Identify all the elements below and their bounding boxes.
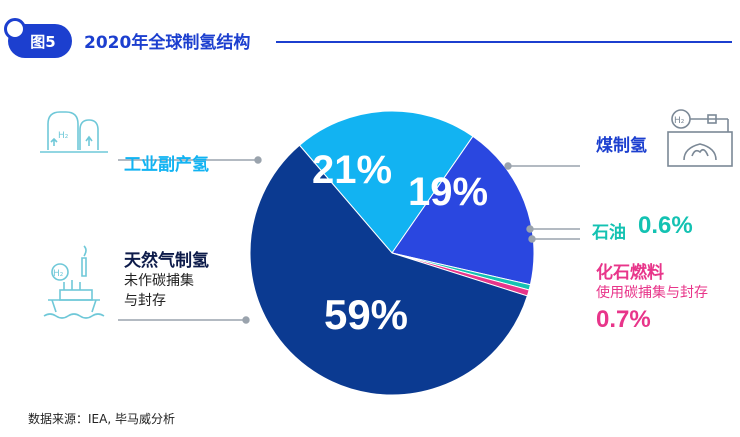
gas-platform-icon: H₂ [43,245,105,319]
leader-dot-oil [526,225,534,233]
svg-text:H₂: H₂ [674,116,685,126]
slice-label-industrial: 21% [312,148,392,192]
coal-furnace-icon: H₂ [667,109,733,167]
title-rule [276,41,732,43]
svg-text:H₂: H₂ [58,131,69,141]
source-note: 数据来源：IEA, 毕马威分析 [28,412,175,426]
label-fossil-ccs: 化石燃料 [596,263,664,283]
label-fossil-ccs-sub: 使用碳捕集与封存 [596,285,708,301]
label-oil-value: 0.6% [638,212,693,239]
figure-badge-text: 图5 [30,32,56,51]
label-fossil-ccs-value: 0.7% [596,306,651,333]
figure-badge: 图5 [8,24,72,58]
leader-dot-industrial [254,156,262,164]
svg-text:H₂: H₂ [53,269,64,279]
label-natural-gas-sub1: 未作碳捕集 [124,273,194,289]
figure-badge-ring [4,18,26,40]
pie-slice-coal [391,135,535,286]
pie-slice-natural_gas [249,144,528,396]
slice-label-coal: 19% [408,170,488,214]
industrial-tanks-icon: H₂ [40,111,108,153]
label-natural-gas: 天然气制氢 [124,251,209,271]
leader-dot-natural-gas [242,316,250,324]
label-industrial: 工业副产氢 [124,155,209,175]
slice-label-natural-gas: 59% [324,291,408,338]
label-coal: 煤制氢 [596,136,647,156]
leader-dot-fossil-ccs [528,235,536,243]
pie-slices [249,110,535,396]
chart-title: 2020年全球制氢结构 [84,33,251,53]
pie-slice-industrial [298,110,474,254]
leader-dot-coal [504,162,512,170]
label-natural-gas-sub2: 与封存 [124,293,166,309]
label-oil: 石油 [592,223,626,243]
